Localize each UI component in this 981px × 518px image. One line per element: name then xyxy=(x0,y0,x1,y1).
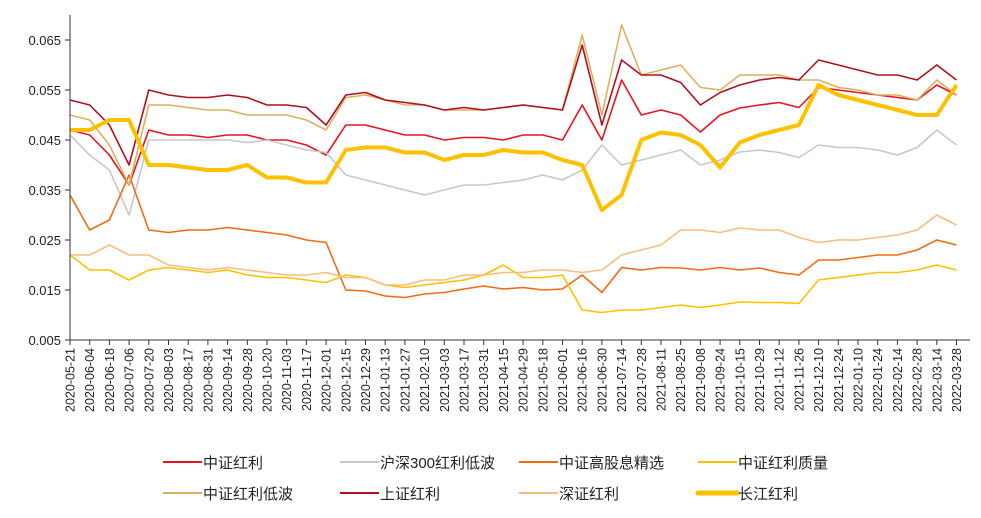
x-tick-label: 2021-03-31 xyxy=(477,348,491,412)
x-tick-label: 2021-04-15 xyxy=(497,348,511,412)
x-tick-label: 2020-09-28 xyxy=(241,348,255,412)
legend-item: 长江红利 xyxy=(695,486,798,503)
legend-label: 长江红利 xyxy=(738,486,798,503)
x-tick-label: 2021-05-18 xyxy=(536,348,550,412)
legend-label: 上证红利 xyxy=(380,486,440,503)
x-tick-label: 2021-02-10 xyxy=(418,348,432,412)
legend-label: 中证红利低波 xyxy=(203,486,293,503)
series-line-2 xyxy=(69,129,957,216)
x-tick-label: 2022-03-28 xyxy=(950,348,964,412)
x-tick-label: 2021-12-10 xyxy=(812,348,826,412)
series-line-6 xyxy=(69,44,957,166)
x-tick-label: 2021-11-26 xyxy=(792,348,806,411)
x-tick-label: 2020-05-21 xyxy=(64,348,78,412)
x-tick-label: 2021-12-24 xyxy=(832,348,846,412)
x-tick-label: 2020-09-14 xyxy=(221,348,235,412)
x-tick-label: 2021-07-14 xyxy=(615,348,629,412)
x-tick-label: 2021-11-12 xyxy=(773,348,787,411)
x-tick-label: 2021-06-30 xyxy=(595,348,609,412)
series-line-4 xyxy=(69,254,957,314)
x-tick-label: 2020-07-20 xyxy=(142,348,156,412)
x-tick-label: 2022-03-14 xyxy=(930,348,944,412)
x-tick-label: 2022-02-14 xyxy=(891,348,905,412)
x-tick-label: 2021-09-24 xyxy=(714,348,728,412)
x-tick-label: 2021-07-28 xyxy=(635,348,649,412)
x-tick-label: 2021-03-03 xyxy=(438,348,452,412)
x-tick-label: 2020-08-03 xyxy=(162,348,176,412)
x-tick-label: 2021-01-27 xyxy=(398,348,412,412)
x-tick-label: 2020-11-03 xyxy=(280,348,294,411)
x-tick-label: 2021-08-11 xyxy=(655,348,669,411)
x-tick-label: 2020-12-01 xyxy=(320,348,334,412)
x-tick-label: 2021-10-29 xyxy=(753,348,767,412)
x-tick-label: 2020-12-15 xyxy=(339,348,353,412)
x-tick-label: 2021-01-13 xyxy=(379,348,393,412)
x-tick-label: 2021-04-29 xyxy=(517,348,531,412)
series-line-1 xyxy=(69,79,957,186)
legend-item: 中证红利质量 xyxy=(698,455,828,472)
x-tick-label: 2020-08-31 xyxy=(201,348,215,412)
x-tick-label: 2020-11-17 xyxy=(300,348,314,411)
x-tick-label: 2020-06-18 xyxy=(103,348,117,412)
legend-label: 深证红利 xyxy=(559,486,619,503)
axes xyxy=(69,15,970,341)
x-tick-label: 2020-10-20 xyxy=(261,348,275,412)
x-ticks: 2020-05-21 2020-06-04 2020-06-18 2020-07-06… xyxy=(64,340,964,412)
series-line-3 xyxy=(69,174,957,299)
series-line-8 xyxy=(70,83,959,212)
legend-item: 中证红利低波 xyxy=(163,486,293,503)
x-tick-label: 2020-12-29 xyxy=(359,348,373,412)
x-tick-label: 2022-01-24 xyxy=(871,348,885,412)
x-tick-label: 2021-10-15 xyxy=(733,348,747,412)
x-tick-label: 2020-07-06 xyxy=(123,348,137,412)
x-tick-label: 2021-06-16 xyxy=(576,348,590,412)
x-tick-label: 2022-01-10 xyxy=(852,348,866,412)
series-line-5 xyxy=(69,24,957,186)
legend-label: 中证红利 xyxy=(203,455,263,472)
legend-item: 中证高股息精选 xyxy=(519,455,664,472)
legend-item: 中证红利 xyxy=(163,455,263,472)
x-tick-label: 2020-08-17 xyxy=(182,348,196,412)
x-tick-label: 2020-06-04 xyxy=(83,348,97,412)
x-tick-label: 2022-02-28 xyxy=(911,348,925,412)
x-tick-label: 2021-08-25 xyxy=(674,348,688,412)
legend-item: 上证红利 xyxy=(340,486,440,503)
y-tick-label: 0.045 xyxy=(28,133,61,148)
legend-label: 中证高股息精选 xyxy=(559,455,664,472)
y-tick-label: 0.025 xyxy=(28,233,61,248)
x-tick-label: 2021-09-08 xyxy=(694,348,708,412)
series-line-7 xyxy=(70,214,957,286)
x-tick-label: 2021-06-01 xyxy=(556,348,570,412)
y-ticks: 0.005 0.015 0.025 0.035 0.045 0.055 0.065 xyxy=(28,33,70,348)
y-tick-label: 0.035 xyxy=(28,183,61,198)
legend-label: 沪深300红利低波 xyxy=(380,455,495,472)
y-tick-label: 0.005 xyxy=(28,333,61,348)
x-tick-label: 2021-03-17 xyxy=(458,348,472,412)
series-layer xyxy=(69,24,959,314)
legend-label: 中证红利质量 xyxy=(738,455,828,472)
legend-item: 沪深300红利低波 xyxy=(340,455,495,472)
y-tick-label: 0.065 xyxy=(28,33,61,48)
legend-item: 深证红利 xyxy=(519,486,619,503)
y-tick-label: 0.055 xyxy=(28,83,61,98)
y-tick-label: 0.015 xyxy=(28,283,61,298)
